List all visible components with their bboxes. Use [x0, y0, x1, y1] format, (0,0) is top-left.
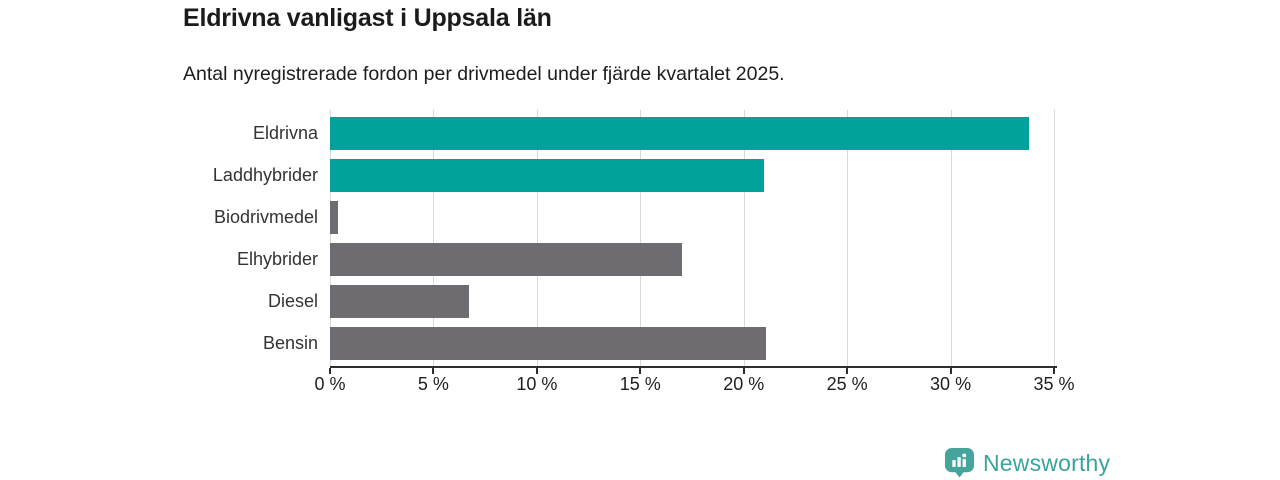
category-label-elhybrider: Elhybrider [236, 249, 318, 269]
x-axis: 0 % 5 % 10 % 15 % 20 % 25 % 30 % 35 % [314, 366, 1075, 406]
category-label-eldrivna: Eldrivna [252, 123, 318, 143]
newsworthy-pin-barchart-icon [944, 447, 975, 478]
x-tick-15 [639, 368, 642, 374]
gridline-10 [536, 110, 538, 367]
bar-laddhybrider [330, 159, 765, 192]
gridline-15 [640, 110, 642, 367]
x-tick-label-20: 20 % [723, 374, 765, 394]
gridline-25 [847, 110, 849, 367]
category-label-biodrivmedel: Biodrivmedel [213, 207, 318, 227]
bar-elhybrider [330, 243, 682, 276]
x-tick-30 [949, 368, 952, 374]
x-tick-label-10: 10 % [516, 374, 558, 394]
x-tick-20 [742, 368, 745, 374]
x-tick-35 [1053, 368, 1055, 374]
x-tick-label-25: 25 % [826, 374, 868, 394]
bar-biodrivmedel [330, 201, 339, 234]
gridline-20 [743, 110, 745, 367]
x-tick-label-5: 5 % [417, 374, 449, 394]
chart-title: Eldrivna vanligast i Uppsala län [183, 4, 552, 32]
gridline-35 [1054, 110, 1055, 367]
x-tick-25 [846, 368, 849, 374]
x-tick-0 [329, 368, 331, 374]
category-label-diesel: Diesel [267, 291, 318, 311]
brand-footer: Newsworthy [944, 446, 1110, 480]
category-axis: Eldrivna Laddhybrider Biodrivmedel Elhybrid… [90, 110, 318, 367]
category-label-laddhybrider: Laddhybrider [212, 165, 318, 185]
gridline-0 [330, 110, 331, 367]
x-tick-label-15: 15 % [619, 374, 661, 394]
brand-name: Newsworthy [983, 449, 1111, 476]
x-tick-label-0: 0 % [314, 374, 346, 394]
gridline-5 [433, 110, 435, 367]
chart-subtitle: Antal nyregistrerade fordon per drivmede… [183, 63, 785, 85]
x-tick-10 [535, 368, 538, 374]
bar-eldrivna [330, 117, 1030, 150]
category-label-bensin: Bensin [262, 333, 318, 353]
bar-diesel [330, 285, 469, 318]
x-tick-label-35: 35 % [1033, 374, 1075, 394]
gridline-30 [950, 110, 952, 367]
bar-bensin [330, 327, 767, 360]
x-tick-5 [432, 368, 435, 374]
x-tick-label-30: 30 % [930, 374, 972, 394]
x-axis-line [330, 366, 1057, 368]
plot-area [330, 110, 1055, 367]
